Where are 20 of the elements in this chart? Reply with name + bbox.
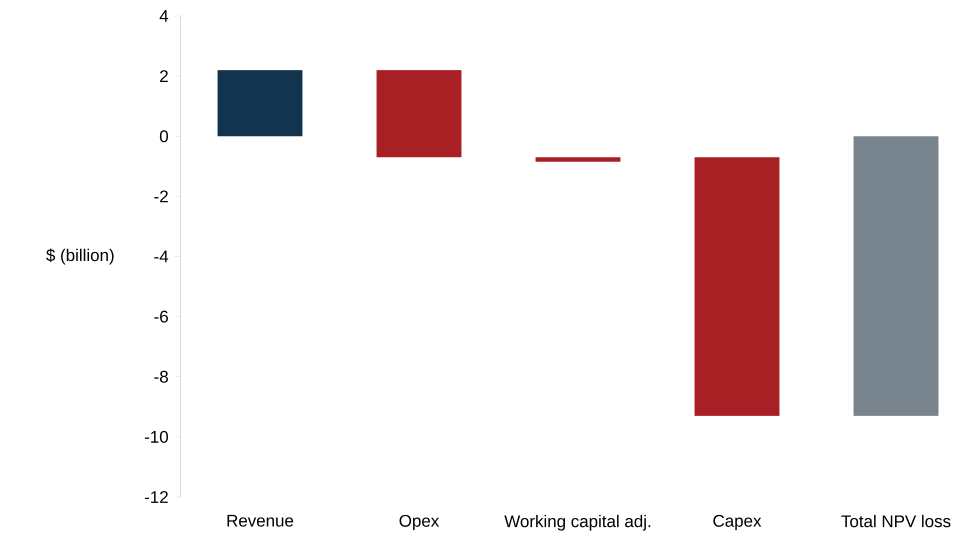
x-tick-label: Revenue [227, 514, 294, 527]
x-tick-label: Opex [400, 514, 440, 530]
y-tick-label: 0 [160, 130, 168, 142]
y-tick-label: -2 [154, 190, 168, 202]
y-tick-label: 4 [160, 10, 168, 22]
bar [376, 70, 462, 158]
x-tick-label: Total NPV loss [841, 514, 950, 528]
y-tick-label: -8 [154, 370, 168, 383]
bar [536, 157, 620, 162]
y-tick-label: -12 [144, 491, 168, 503]
x-tick-label: Capex [713, 514, 762, 530]
y-tick-label: -6 [154, 310, 168, 323]
y-axis-title: $ (billion) [46, 248, 114, 264]
y-tick-label: 2 [160, 70, 168, 82]
bar [694, 157, 780, 416]
y-tick-label: -4 [154, 250, 168, 262]
bar [854, 136, 938, 416]
bar [218, 70, 302, 136]
x-tick-label: Working capital adj. [504, 514, 650, 531]
y-tick-label: -10 [144, 430, 168, 443]
